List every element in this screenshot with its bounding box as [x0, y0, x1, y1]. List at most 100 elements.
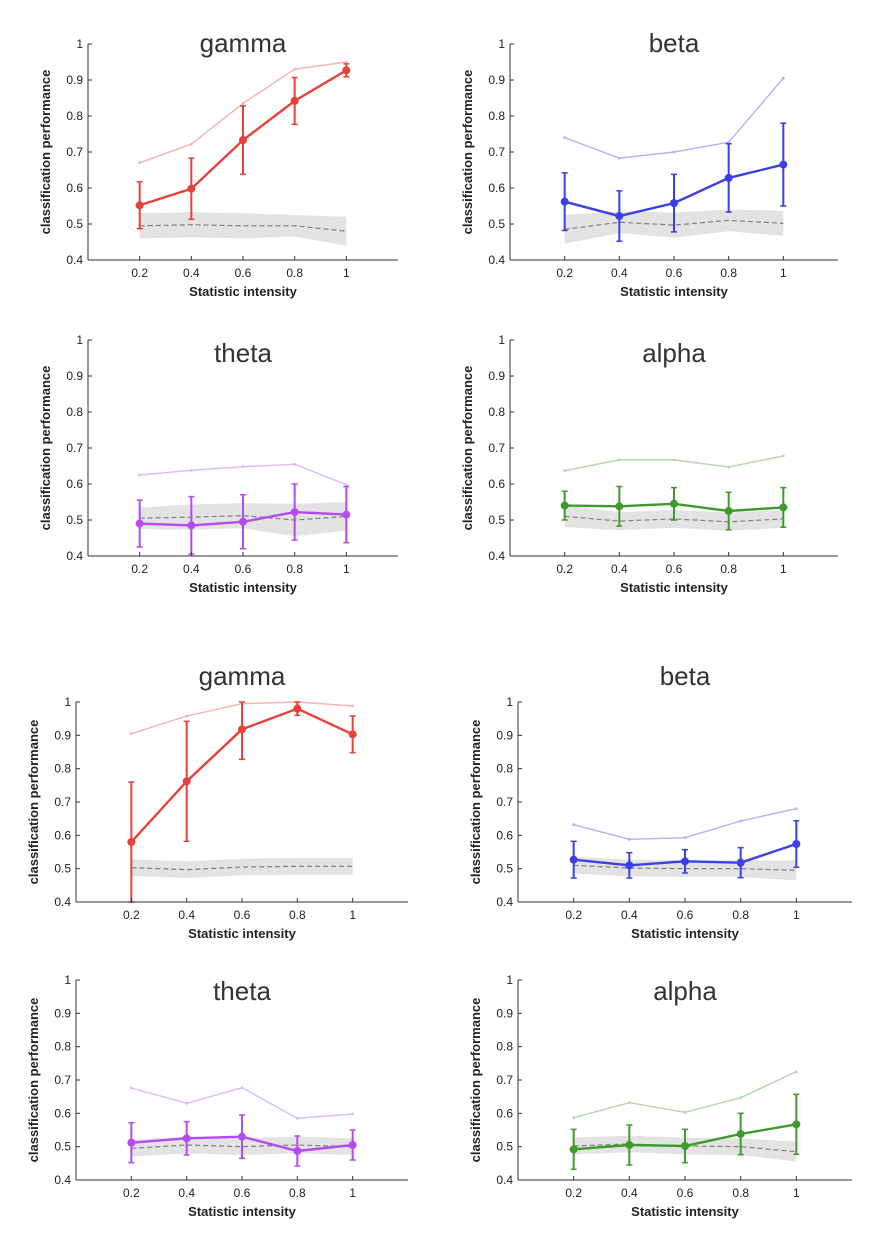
chart-4-y-axis-label: classification performance: [460, 366, 475, 531]
chart-4-x-tick-label: 0.6: [666, 562, 683, 576]
chart-5-x-tick-label: 0.4: [178, 908, 195, 922]
chart-5-y-tick-label: 0.7: [54, 795, 71, 809]
chart-4-max-point: [563, 469, 567, 473]
chart-5-x-tick-label: 0.8: [289, 908, 306, 922]
chart-4-y-tick-label: 0.6: [488, 477, 505, 491]
chart-6-x-tick-label: 0.2: [565, 908, 582, 922]
chart-1-y-tick-label: 0.4: [66, 253, 83, 267]
chart-4-x-axis-label: Statistic intensity: [620, 580, 728, 595]
chart-4-mean-point: [670, 499, 678, 508]
chart-2-mean-point: [615, 212, 624, 221]
chart-7-x-tick-label: 1: [349, 1186, 356, 1200]
chart-5-x-axis-label: Statistic intensity: [188, 926, 296, 941]
chart-5-x-tick-label: 1: [349, 908, 356, 922]
chart-4-chance-line: [564, 515, 784, 523]
chart-1-y-tick-label: 0.5: [66, 217, 83, 231]
chart-5-mean-point: [348, 730, 357, 739]
chart-4-max-point: [727, 465, 731, 469]
chart-1-x-tick-label: 0.4: [183, 266, 200, 280]
chart-5-y-tick-label: 0.6: [54, 828, 71, 842]
chart-7-title: theta: [213, 976, 271, 1006]
chart-5-max-point: [351, 704, 355, 708]
chart-6-y-tick-label: 0.7: [496, 795, 513, 809]
chart-3-chance-line: [139, 515, 347, 521]
chart-6-title: beta: [660, 661, 711, 691]
chart-7-y-tick-label: 0.7: [54, 1073, 71, 1087]
chart-5-y-tick-label: 0.5: [54, 862, 71, 876]
chart-1-max-point: [241, 102, 245, 105]
chart-2-y-tick-label: 0.8: [488, 109, 505, 123]
chart-4-max-line: [564, 455, 784, 472]
chart-3-y-tick-label: 0.6: [66, 477, 83, 491]
chart-7-x-tick-label: 0.8: [289, 1186, 306, 1200]
chart-3-x-tick-label: 0.4: [183, 562, 200, 576]
chart-3-mean-point: [135, 519, 144, 528]
chart-8-y-tick-label: 0.6: [496, 1106, 513, 1120]
chart-1-max-point: [138, 161, 142, 165]
chart-8-mean-point: [736, 1130, 745, 1138]
chart-7-mean-point: [238, 1132, 246, 1141]
chart-1-x-tick-label: 1: [343, 266, 350, 280]
chart-1-mean-point: [135, 201, 144, 210]
chart-7-y-axis-label: classification performance: [26, 998, 41, 1163]
chart-3-y-axis-label: classification performance: [38, 366, 53, 531]
chart-3-y-tick-label: 0.8: [66, 405, 83, 419]
chart-4-y-tick-label: 0.4: [488, 549, 505, 563]
chart-7-mean-point: [348, 1141, 357, 1149]
chart-6-y-tick-label: 0.4: [496, 895, 513, 909]
chart-5-title: gamma: [199, 661, 286, 691]
chart-6: 0.4 0.5 0.6 0.7 0.8 0.9 1 0.2 0.4 0.6 0.8 1 Statisti…: [468, 661, 852, 941]
chart-2-mean-point: [670, 199, 678, 208]
chart-8-y-tick-label: 0.8: [496, 1040, 513, 1054]
chart-4-x-tick-label: 0.8: [720, 562, 737, 576]
chart-4-y-tick-label: 1: [498, 333, 505, 347]
chart-2-y-axis-label: classification performance: [460, 70, 475, 235]
chart-5-max-point: [129, 732, 133, 736]
chart-4-y-tick-label: 0.8: [488, 405, 505, 419]
chart-7-max-point: [295, 1116, 299, 1120]
chart-6-y-tick-label: 0.9: [496, 728, 513, 742]
chart-4-x-tick-label: 0.2: [556, 562, 573, 576]
chart-5-y-tick-label: 0.8: [54, 762, 71, 776]
chart-6-mean-point: [569, 855, 578, 864]
chart-5-x-tick-label: 0.2: [123, 908, 140, 922]
chart-7-max-point: [185, 1101, 189, 1105]
chart-6-max-line: [573, 807, 797, 841]
chart-6-x-tick-label: 0.4: [621, 908, 638, 922]
chart-3-mean-point: [342, 510, 351, 519]
chart-5-mean-point: [182, 777, 191, 786]
chart-3-x-tick-label: 1: [343, 562, 350, 576]
chart-6-chance-line: [573, 864, 797, 871]
chart-8-max-point: [739, 1096, 743, 1100]
chart-2-y-tick-label: 0.5: [488, 217, 505, 231]
chart-4-title: alpha: [642, 338, 706, 368]
chart-3-y-tick-label: 1: [76, 333, 83, 347]
chart-8: 0.4 0.5 0.6 0.7 0.8 0.9 1 0.2 0.4 0.6 0.8 1 Statisti…: [468, 973, 852, 1219]
chart-1-chance-line: [139, 224, 347, 232]
chart-3-y-tick-label: 0.5: [66, 513, 83, 527]
chart-7-y-tick-label: 0.9: [54, 1006, 71, 1020]
chart-3-y-tick-label: 0.7: [66, 441, 83, 455]
chart-8-x-tick-label: 0.8: [732, 1186, 749, 1200]
chart-4-y-tick-label: 0.7: [488, 441, 505, 455]
chart-3-x-tick-label: 0.2: [131, 562, 148, 576]
chart-8-y-axis-label: classification performance: [468, 998, 483, 1163]
chart-6-x-tick-label: 0.8: [732, 908, 749, 922]
chart-4-max-point: [617, 458, 621, 462]
chart-5-max-point: [185, 714, 189, 718]
chart-7-mean-point: [182, 1134, 191, 1143]
chart-8-max-line: [573, 1071, 797, 1119]
chart-3: 0.4 0.5 0.6 0.7 0.8 0.9 1 0.2 0.4 0.6 0.8 1 Statisti…: [38, 333, 398, 595]
chart-2-y-tick-label: 1: [498, 37, 505, 51]
chart-6-x-tick-label: 1: [793, 908, 800, 922]
chart-8-max-point: [794, 1070, 798, 1074]
chart-1-y-tick-label: 0.7: [66, 145, 83, 159]
chart-3-y-tick-label: 0.9: [66, 369, 83, 383]
chart-3-mean-point: [187, 521, 196, 530]
chart-6-y-tick-label: 0.8: [496, 762, 513, 776]
chart-1-mean-point: [187, 184, 196, 193]
chart-1-x-tick-label: 0.8: [286, 266, 303, 280]
chart-1-max-point: [189, 142, 193, 146]
chart-4-mean-point: [560, 501, 569, 510]
chart-2-max-point: [617, 156, 621, 160]
